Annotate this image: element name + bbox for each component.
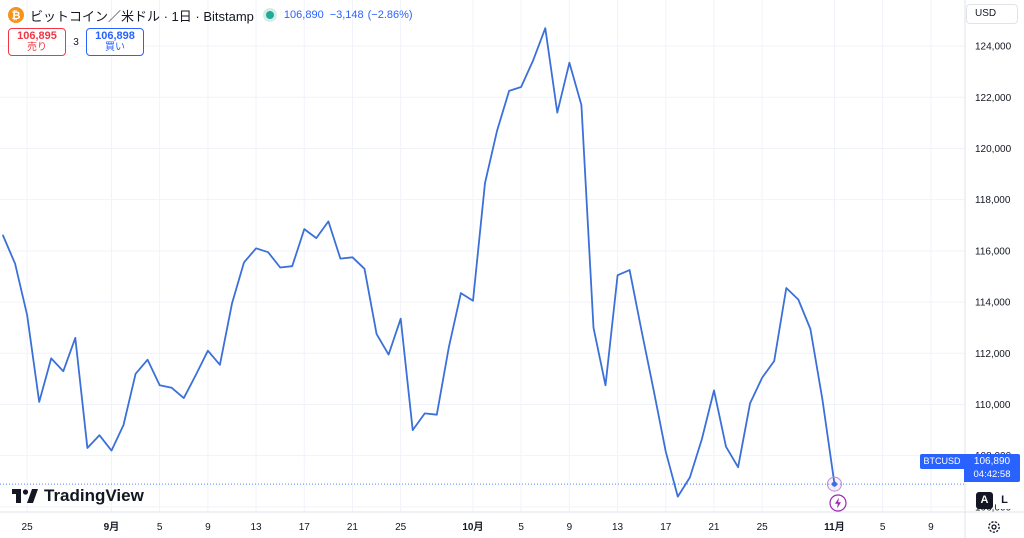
time-tick-label: 25 [757,522,769,533]
time-tick-label: 13 [612,522,624,533]
time-tick-label: 9 [567,522,573,533]
price-tick-label: 106,000 [975,502,1012,513]
market-open-icon [265,11,274,19]
price-line [2,27,836,498]
currency-selector[interactable]: USD [966,4,1018,24]
tradingview-logo[interactable]: TradingView [12,486,144,506]
sell-button[interactable]: 106,895 売り [8,28,66,56]
sell-label: 売り [27,42,47,53]
last-point-marker [831,481,838,487]
gear-icon[interactable] [987,520,1001,534]
price-tick-label: 124,000 [975,42,1012,53]
time-tick-label: 10月 [462,521,483,533]
current-price-value: 106,890 [973,456,1011,467]
time-tick-label: 5 [880,522,886,533]
price-tick-label: 110,000 [975,400,1011,411]
time-tick-label: 9 [205,522,211,533]
flash-icon[interactable] [829,494,847,512]
time-tick-label: 11月 [824,521,845,533]
time-tick-label: 13 [250,522,262,533]
log-scale-button[interactable]: L [996,492,1013,509]
price-axis: 106,000108,000110,000112,000114,000116,0… [975,42,1012,514]
time-tick-label: 25 [22,522,34,533]
price-tick-label: 112,000 [975,349,1011,360]
time-tick-label: 21 [347,522,359,533]
bar-countdown: 04:42:58 [973,469,1011,480]
price-tick-label: 116,000 [975,246,1011,257]
time-tick-label: 9月 [104,521,120,533]
time-tick-label: 25 [395,522,407,533]
price-tick-label: 120,000 [975,144,1012,155]
last-price: 106,890 [283,9,324,21]
buy-price: 106,898 [95,30,135,42]
time-tick-label: 5 [518,522,524,533]
price-tick-label: 122,000 [975,93,1012,104]
buy-label: 買い [105,42,125,53]
spread-value: 3 [73,36,79,48]
price-change: −3,148 [329,9,364,21]
buy-button[interactable]: 106,898 買い [86,28,144,56]
tradingview-logo-text: TradingView [44,486,144,505]
time-axis: 25 9月 5 9 13 17 21 25 10月 5 9 13 17 21 25 11月 5 9 [22,521,935,533]
chart-header: ₿ ビットコイン／米ドル · 1日 · Bitstamp 106,890 −3,… [8,6,413,24]
sell-price: 106,895 [17,30,57,42]
current-price-label: 106,890 04:42:58 [964,454,1020,482]
tradingview-logo-icon [12,489,38,503]
time-tick-label: 5 [157,522,163,533]
time-tick-label: 17 [660,522,672,533]
trade-buttons: 106,895 売り 3 106,898 買い [8,28,144,56]
price-tick-label: 114,000 [975,298,1011,309]
time-tick-label: 21 [708,522,720,533]
price-series [0,27,965,498]
price-change-percent: (−2.86%) [367,9,413,21]
auto-scale-button[interactable]: A [976,492,993,509]
price-tick-label: 118,000 [975,195,1011,206]
bitcoin-icon: ₿ [8,7,24,23]
symbol-price-label: BTCUSD [920,454,964,469]
symbol-title[interactable]: ビットコイン／米ドル · 1日 · Bitstamp [30,8,254,24]
time-tick-label: 9 [928,522,934,533]
time-tick-label: 17 [299,522,311,533]
